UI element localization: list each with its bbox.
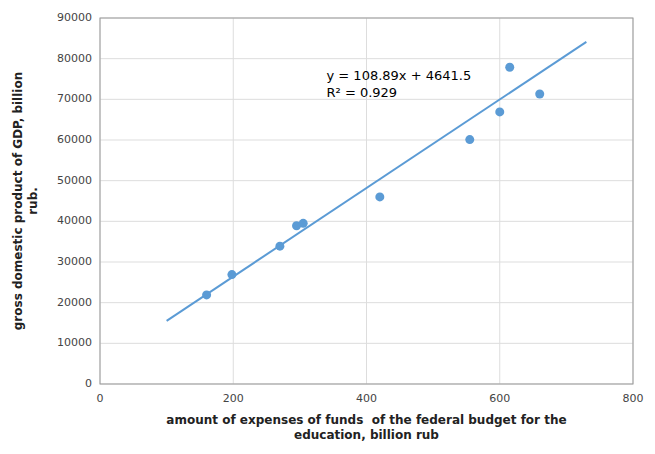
point <box>495 107 504 116</box>
point <box>505 63 514 72</box>
marks <box>167 42 587 321</box>
text-line: y = 108.89x + 4641.5 <box>327 68 472 83</box>
tick-label: 10000 <box>57 336 92 349</box>
tick-label: 30000 <box>57 255 92 268</box>
tick-label: 40000 <box>57 214 92 227</box>
x-axis-label: amount of expenses of funds of the feder… <box>166 413 566 442</box>
grid-line <box>499 18 500 384</box>
y-axis-label: gross domestic product of GDP, billionru… <box>11 72 40 331</box>
text-line: education, billion rub <box>294 428 439 442</box>
tick-label: 80000 <box>57 52 92 65</box>
tick-label: 400 <box>356 392 377 405</box>
tick-label: 60000 <box>57 133 92 146</box>
point <box>375 192 384 201</box>
point <box>465 135 474 144</box>
tick-label: 0 <box>85 377 92 390</box>
tick-label: 800 <box>623 392 644 405</box>
tick-label: 70000 <box>57 92 92 105</box>
tick-label: 90000 <box>57 11 92 24</box>
tick-label: 600 <box>489 392 510 405</box>
tick-label: 20000 <box>57 296 92 309</box>
plot-frame <box>100 18 633 384</box>
text-line: rub. <box>26 187 40 215</box>
chart: 0100002000030000400005000060000700008000… <box>0 0 655 454</box>
tick-label: 50000 <box>57 174 92 187</box>
trend-line <box>167 42 587 321</box>
text-line: gross domestic product of GDP, billion <box>11 72 25 331</box>
tick-label: 0 <box>97 392 104 405</box>
tick-label: 200 <box>223 392 244 405</box>
text-line: R² = 0.929 <box>327 85 398 100</box>
text-line: amount of expenses of funds of the feder… <box>166 413 566 427</box>
point <box>299 219 308 228</box>
point <box>535 90 544 99</box>
grid <box>100 18 633 384</box>
grid-line <box>233 18 234 384</box>
annotation: y = 108.89x + 4641.5 R² = 0.929 <box>327 68 472 100</box>
